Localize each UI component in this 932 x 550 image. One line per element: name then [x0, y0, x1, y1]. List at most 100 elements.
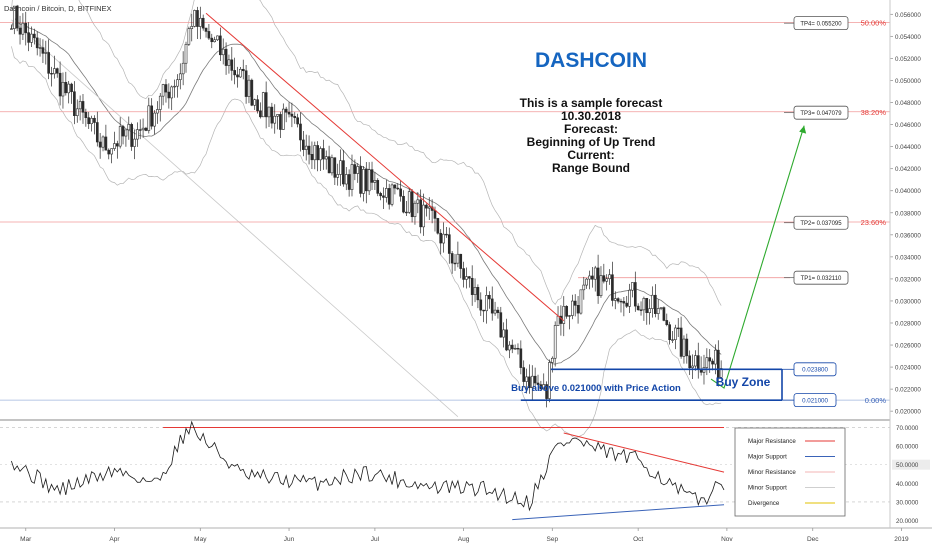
candle-body — [493, 309, 497, 314]
candle-body — [336, 174, 340, 178]
candle-body — [41, 47, 45, 54]
candle-body — [307, 145, 311, 155]
price-pane[interactable]: 50.00% 38.20% 23.60% 0.00% 0.023800 0.021000… — [0, 0, 890, 439]
candle-body — [279, 114, 282, 130]
time-tick-label: Oct — [633, 536, 643, 543]
candle-body — [585, 278, 588, 286]
trendline-layer — [205, 12, 807, 389]
price-tick-label: 0.024000 — [895, 365, 921, 372]
candle-body — [502, 329, 505, 338]
candle-body — [625, 302, 629, 307]
candle-body — [476, 287, 480, 301]
candle-body — [510, 344, 514, 350]
candle-body — [359, 166, 362, 194]
buy-zone-price-label: 0.023800 — [802, 367, 828, 374]
candle-body — [542, 384, 546, 390]
candle-body — [362, 169, 365, 194]
candle-body — [107, 149, 111, 155]
candle-body — [198, 17, 202, 27]
forecast-arrow-head — [799, 125, 807, 134]
tp-label: TP2= 0.037095 — [800, 221, 842, 227]
candle-body — [639, 309, 643, 311]
candle-body — [207, 31, 211, 39]
candle-body — [339, 160, 342, 175]
candle-body — [273, 115, 277, 124]
candle-body — [319, 148, 322, 161]
candle-body — [75, 108, 79, 116]
candle-body — [522, 367, 526, 382]
candle-body — [113, 143, 116, 149]
candle-body — [376, 180, 380, 194]
candle-body — [616, 298, 620, 302]
candle-body — [427, 206, 431, 209]
candle-body — [482, 309, 485, 312]
candle-body — [571, 300, 574, 316]
candle-body — [167, 91, 171, 99]
candle-body — [210, 37, 214, 43]
candle-body — [33, 33, 36, 39]
candle-body — [64, 81, 68, 94]
candle-body — [190, 26, 194, 29]
candle-body — [322, 148, 325, 160]
price-tick-label: 0.038000 — [895, 210, 921, 217]
rsi-line — [11, 420, 725, 512]
candle-body — [138, 129, 142, 131]
candle-body — [30, 33, 33, 43]
candle-body — [21, 22, 25, 35]
candle-body — [227, 59, 231, 66]
candle-body — [422, 204, 425, 228]
candle-body — [679, 327, 683, 357]
candle-body — [490, 298, 494, 314]
forecast-line-5: Current: — [567, 148, 614, 162]
candle-body — [310, 154, 314, 161]
candle-body — [676, 327, 680, 330]
candle-body — [413, 202, 417, 218]
candle-body — [221, 48, 225, 56]
candle-body — [236, 74, 239, 78]
candle-body — [705, 357, 709, 368]
forecast-line-4: Beginning of Up Trend — [527, 135, 656, 149]
legend-entry-label: Major Resistance — [748, 438, 796, 445]
price-tick-label: 0.040000 — [895, 188, 921, 195]
candle-body — [256, 99, 259, 112]
candle-body — [439, 232, 443, 244]
candle-body — [636, 305, 640, 311]
candle-body — [367, 169, 371, 192]
candle-body — [525, 376, 528, 382]
rsi-tick-label: 50.0000 — [896, 462, 919, 469]
rsi-pane[interactable]: Major Resistance Major Support Minor Resis… — [0, 420, 890, 521]
candle-body — [505, 329, 508, 351]
time-tick-label: Mar — [20, 536, 32, 543]
tp-label: TP3= 0.047079 — [800, 111, 842, 117]
time-tick-label: Nov — [721, 536, 733, 543]
candle-body — [553, 325, 557, 359]
candle-body — [488, 294, 491, 300]
candle-body — [682, 338, 686, 357]
candle-body — [130, 124, 133, 147]
candle-body — [447, 234, 451, 254]
candle-body — [696, 355, 700, 370]
candle-body — [58, 72, 62, 97]
price-tick-label: 0.030000 — [895, 298, 921, 305]
candle-body — [67, 83, 71, 94]
rsi-series — [11, 420, 725, 512]
candle-body — [648, 308, 651, 314]
candle-body — [608, 274, 611, 280]
candle-body — [573, 300, 577, 306]
candle-body — [445, 233, 448, 236]
candle-body — [433, 210, 437, 219]
candle-body — [290, 113, 294, 117]
candle-body — [141, 127, 145, 131]
candle-body — [302, 139, 305, 150]
time-tick-label: Aug — [458, 536, 470, 543]
forecast-arrow — [710, 125, 805, 389]
candle-body — [118, 126, 122, 147]
fib-label: 38.20% — [861, 108, 887, 117]
candle-body — [296, 117, 299, 125]
candle-body — [714, 349, 717, 365]
candle-body — [153, 112, 156, 127]
tp-label: TP1= 0.032110 — [801, 276, 842, 282]
candle-body — [568, 315, 571, 317]
candle-body — [516, 347, 520, 350]
